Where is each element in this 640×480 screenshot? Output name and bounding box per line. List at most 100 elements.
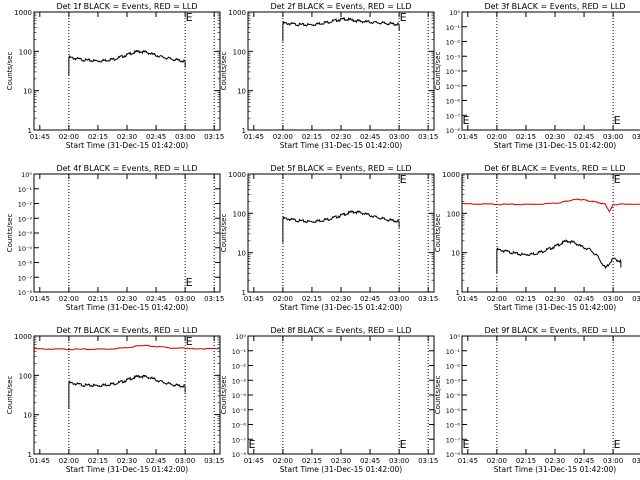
x-tick-label: 02:30 [331, 457, 351, 465]
panel-det-4: Det 4f BLACK = Events, RED = LLD 10⁰ 10⁻¹ 1… [6, 164, 224, 312]
y-tick-label: 10⁻⁸ [446, 127, 461, 135]
y-axis-label: Counts/sec [6, 376, 14, 415]
x-tick-label: 01:45 [30, 133, 50, 141]
y-tick-label: 100 [19, 48, 32, 56]
x-tick-label: 03:15 [632, 295, 640, 303]
y-tick-label: 1000 [442, 171, 460, 179]
lld-series-line [33, 344, 221, 351]
x-tick-label: 03:00 [175, 295, 195, 303]
y-axis-label: Counts/sec [220, 52, 228, 91]
panel-det-5: Det 5f BLACK = Events, RED = LLD 1 10 100 10… [220, 164, 438, 312]
x-tick-label: 02:45 [146, 295, 166, 303]
panel-title: Det 6f BLACK = Events, RED = LLD [484, 164, 625, 173]
x-tick-label: 01:45 [244, 295, 264, 303]
y-tick-label: 10⁻⁶ [18, 260, 33, 268]
panel-title: Det 7f BLACK = Events, RED = LLD [56, 326, 197, 335]
x-tick-label: 02:00 [487, 133, 507, 141]
panel-title: Det 2f BLACK = Events, RED = LLD [270, 2, 411, 11]
e-marker: E [614, 438, 621, 451]
plot-frame [33, 11, 221, 131]
y-axis-label: Counts/sec [434, 214, 442, 253]
y-tick-label: 10⁻⁵ [232, 407, 247, 415]
y-tick-label: 10⁻³ [232, 377, 247, 385]
y-tick-label: 10⁻¹ [18, 186, 33, 194]
x-tick-label: 03:00 [175, 457, 195, 465]
x-tick-label: 03:00 [603, 295, 623, 303]
x-tick-label: 02:30 [117, 133, 137, 141]
y-tick-label: 100 [447, 210, 460, 218]
x-axis-label: Start Time (31-Dec-15 01:42:00) [494, 303, 616, 312]
y-tick-label: 10⁻¹ [446, 24, 461, 32]
panel-det-1: Det 1f BLACK = Events, RED = LLD 1 10 100 10… [6, 2, 224, 150]
x-tick-label: 01:45 [458, 457, 478, 465]
x-tick-label: 03:15 [418, 457, 438, 465]
x-tick-label: 02:15 [88, 295, 108, 303]
panel-det-3: Det 3f BLACK = Events, RED = LLD 10⁰ 10⁻¹ 1… [434, 2, 640, 150]
y-tick-label: 10⁻⁴ [446, 392, 461, 400]
x-tick-label: 01:45 [244, 133, 264, 141]
y-tick-label: 10⁻² [446, 363, 461, 371]
plot-frame [461, 11, 640, 131]
panel-title: Det 1f BLACK = Events, RED = LLD [56, 2, 197, 11]
x-tick-label: 02:15 [516, 457, 536, 465]
e-marker: E [186, 276, 193, 289]
e-marker: E [400, 173, 407, 186]
x-tick-label: 02:45 [360, 133, 380, 141]
x-axis-label: Start Time (31-Dec-15 01:42:00) [280, 465, 402, 474]
x-tick-label: 02:15 [302, 295, 322, 303]
e-marker: E [186, 335, 193, 348]
y-tick-label: 1 [242, 289, 246, 297]
y-tick-label: 10⁻⁶ [446, 422, 461, 430]
x-tick-label: 02:30 [545, 295, 565, 303]
x-tick-label: 02:15 [516, 133, 536, 141]
e-marker: E [463, 438, 470, 451]
plot-frame [33, 335, 221, 455]
y-tick-label: 10 [451, 250, 460, 258]
x-tick-label: 01:45 [458, 295, 478, 303]
plot-frame [247, 173, 435, 293]
y-tick-label: 100 [233, 48, 246, 56]
x-axis-label: Start Time (31-Dec-15 01:42:00) [494, 141, 616, 150]
x-tick-label: 02:00 [487, 295, 507, 303]
x-tick-label: 02:15 [88, 133, 108, 141]
x-tick-label: 01:45 [30, 457, 50, 465]
panel-det-2: Det 2f BLACK = Events, RED = LLD 1 10 100 10… [220, 2, 438, 150]
e-marker: E [614, 114, 621, 127]
y-tick-label: 10⁻⁴ [446, 68, 461, 76]
x-tick-label: 02:30 [545, 133, 565, 141]
y-tick-label: 10⁻⁴ [18, 230, 33, 238]
y-tick-label: 10⁻⁷ [446, 436, 461, 444]
x-tick-label: 03:15 [204, 133, 224, 141]
y-tick-label: 10⁻⁶ [446, 98, 461, 106]
events-series-line [496, 239, 622, 270]
x-tick-label: 02:15 [302, 133, 322, 141]
plot-frame [33, 173, 221, 293]
x-tick-label: 02:00 [273, 295, 293, 303]
x-axis-label: Start Time (31-Dec-15 01:42:00) [66, 303, 188, 312]
panel-det-9: Det 9f BLACK = Events, RED = LLD 10⁰ 10⁻¹ 1… [434, 326, 640, 474]
y-tick-label: 1 [28, 127, 32, 135]
x-tick-label: 02:45 [574, 295, 594, 303]
y-tick-label: 1 [456, 289, 460, 297]
x-tick-label: 02:45 [360, 295, 380, 303]
x-tick-label: 03:00 [389, 133, 409, 141]
e-marker: E [614, 173, 621, 186]
plot-frame [461, 173, 640, 293]
e-marker: E [400, 438, 407, 451]
x-tick-label: 03:00 [389, 295, 409, 303]
x-tick-label: 02:30 [117, 457, 137, 465]
x-axis-label: Start Time (31-Dec-15 01:42:00) [494, 465, 616, 474]
y-tick-label: 10⁰ [449, 9, 460, 17]
panel-title: Det 4f BLACK = Events, RED = LLD [56, 164, 197, 173]
y-tick-label: 10⁻⁷ [18, 274, 33, 282]
plot-frame [247, 11, 435, 131]
y-tick-label: 10 [23, 88, 32, 96]
lld-series-line [461, 198, 640, 213]
plot-frame [247, 335, 435, 455]
y-tick-label: 10⁻⁶ [232, 422, 247, 430]
y-tick-label: 10⁻⁵ [446, 407, 461, 415]
e-marker: E [400, 11, 407, 24]
y-tick-label: 10⁻⁴ [232, 392, 247, 400]
x-tick-label: 01:45 [30, 295, 50, 303]
